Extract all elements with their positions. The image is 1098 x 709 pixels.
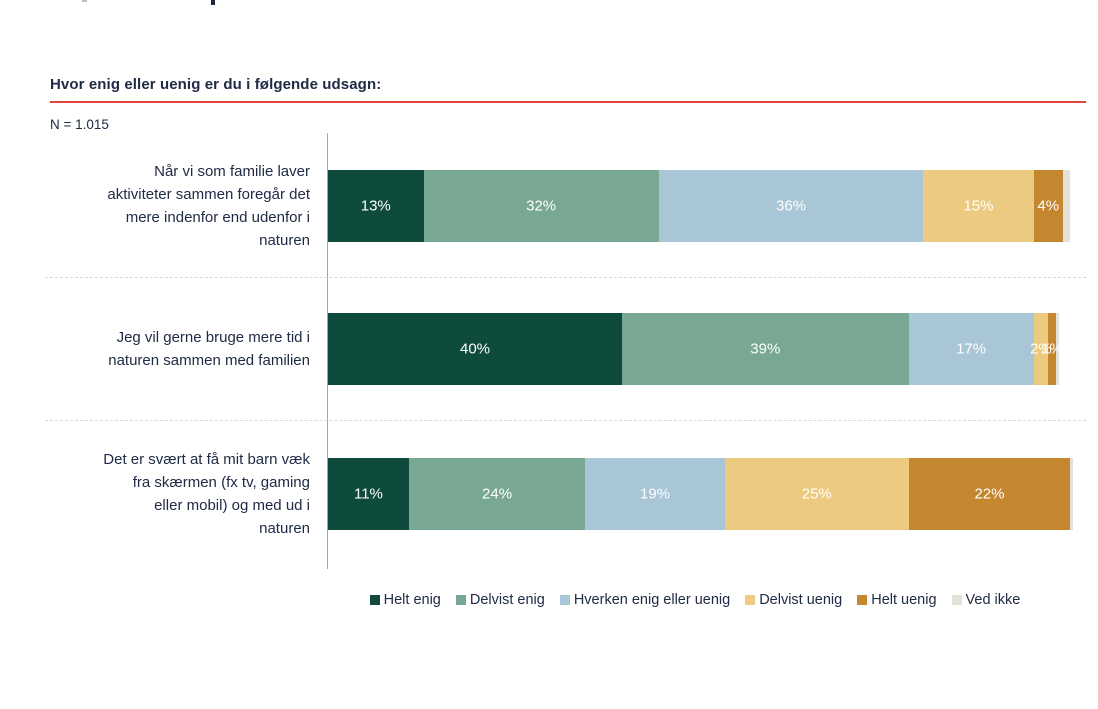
category-label-line: Når vi som familie laver <box>154 163 310 180</box>
legend-swatch-helt-enig <box>369 595 380 605</box>
sample-size-label: N = 1.015 <box>50 117 109 132</box>
category-label-line: naturen <box>259 232 310 249</box>
legend-item-delvist-uenig: Delvist uenig <box>745 592 842 608</box>
bar-segment-delvist-enig: 24% <box>408 458 586 530</box>
bar-segment-hverken-enig-eller-uenig: 36% <box>658 170 924 242</box>
category-label: Når vi som familie laver aktiviteter samm… <box>40 160 310 252</box>
segment-value-label: 13% <box>360 197 391 215</box>
row-separator <box>45 420 1086 421</box>
bar-segment-delvist-enig: 32% <box>423 170 659 242</box>
segment-value-label: 2% <box>1030 340 1052 358</box>
bar-segment-helt-uenig: 22% <box>908 458 1071 530</box>
cropped-title-fragment <box>82 0 87 2</box>
bar-segment-helt-enig: 11% <box>328 458 409 530</box>
chart-legend: Helt enig Delvist enig Hverken enig elle… <box>327 592 1063 608</box>
row-separator <box>45 277 1086 278</box>
bar-segment-delvist-uenig: 2% <box>1030 313 1052 385</box>
segment-value-label: 25% <box>801 485 832 503</box>
segment-value-label: 15% <box>963 197 994 215</box>
legend-item-delvist-enig: Delvist enig <box>455 592 545 608</box>
category-label-line: naturen sammen med familien <box>108 352 310 369</box>
bar-segment-helt-uenig: 4% <box>1033 170 1063 242</box>
bar-segment-delvist-enig: 39% <box>622 313 909 385</box>
legend-label: Ved ikke <box>965 592 1021 608</box>
legend-label: Helt enig <box>383 592 441 608</box>
chart-baseline-axis <box>327 133 328 569</box>
legend-swatch-ved-ikke <box>951 595 962 605</box>
category-label-line: Jeg vil gerne bruge mere tid i <box>116 329 310 346</box>
segment-value-label: 17% <box>956 340 987 358</box>
category-label-line: Det er svært at få mit barn væk <box>103 451 310 468</box>
legend-label: Delvist uenig <box>759 592 843 608</box>
segment-value-label: 19% <box>640 485 671 503</box>
segment-value-label: 24% <box>482 485 513 503</box>
category-label-line: eller mobil) og med ud i <box>154 497 310 514</box>
legend-item-hverken-enig-eller-uenig: Hverken enig eller uenig <box>559 592 731 608</box>
category-label: Det er svært at få mit barn væk fra skærm… <box>40 448 310 540</box>
bar-segment-ved-ikke <box>1055 313 1059 385</box>
category-label-line: naturen <box>259 520 310 537</box>
bar-segment-hverken-enig-eller-uenig: 19% <box>585 458 725 530</box>
legend-item-helt-enig: Helt enig <box>369 592 441 608</box>
bar-segment-ved-ikke <box>1070 458 1074 530</box>
legend-swatch-delvist-enig <box>455 595 466 605</box>
category-label-line: aktiviteter sammen foregår det <box>107 186 310 203</box>
legend-swatch-delvist-uenig <box>745 595 756 605</box>
cropped-title-fragment <box>211 0 215 5</box>
stacked-bar: 40% 39% 17% 2% 1% <box>328 313 1063 385</box>
legend-swatch-hverken-enig-eller-uenig <box>559 595 570 605</box>
legend-label: Delvist enig <box>469 592 545 608</box>
legend-swatch-helt-uenig <box>857 595 868 605</box>
segment-value-label: 40% <box>459 340 491 358</box>
legend-label: Hverken enig eller uenig <box>573 592 731 608</box>
category-label-line: fra skærmen (fx tv, gaming <box>132 474 310 491</box>
bar-segment-helt-uenig: 1% <box>1041 313 1063 385</box>
segment-value-label: 22% <box>974 485 1005 503</box>
chart-title: Hvor enig eller uenig er du i følgende u… <box>50 76 382 93</box>
segment-value-label: 11% <box>353 485 383 503</box>
legend-label: Helt uenig <box>871 592 937 608</box>
category-label: Jeg vil gerne bruge mere tid i naturen sa… <box>40 326 310 372</box>
stacked-bar: 13% 32% 36% 15% 4% <box>328 170 1071 242</box>
segment-value-label: 39% <box>750 340 781 358</box>
bar-segment-delvist-uenig: 25% <box>724 458 909 530</box>
title-underline-rule <box>50 101 1086 103</box>
bar-segment-hverken-enig-eller-uenig: 17% <box>908 313 1034 385</box>
bar-segment-helt-enig: 40% <box>328 313 622 385</box>
bar-segment-delvist-uenig: 15% <box>923 170 1034 242</box>
segment-value-label: 4% <box>1037 197 1060 215</box>
stacked-bar: 11% 24% 19% 25% 22% <box>328 458 1074 530</box>
segment-value-label: 32% <box>526 197 557 215</box>
segment-value-label: 1% <box>1041 340 1063 358</box>
legend-item-helt-uenig: Helt uenig <box>857 592 937 608</box>
bar-segment-ved-ikke <box>1062 170 1071 242</box>
segment-value-label: 36% <box>776 197 807 215</box>
category-label-line: mere indenfor end udenfor i <box>125 209 310 226</box>
legend-item-ved-ikke: Ved ikke <box>951 592 1021 608</box>
bar-segment-helt-enig: 13% <box>328 170 424 242</box>
